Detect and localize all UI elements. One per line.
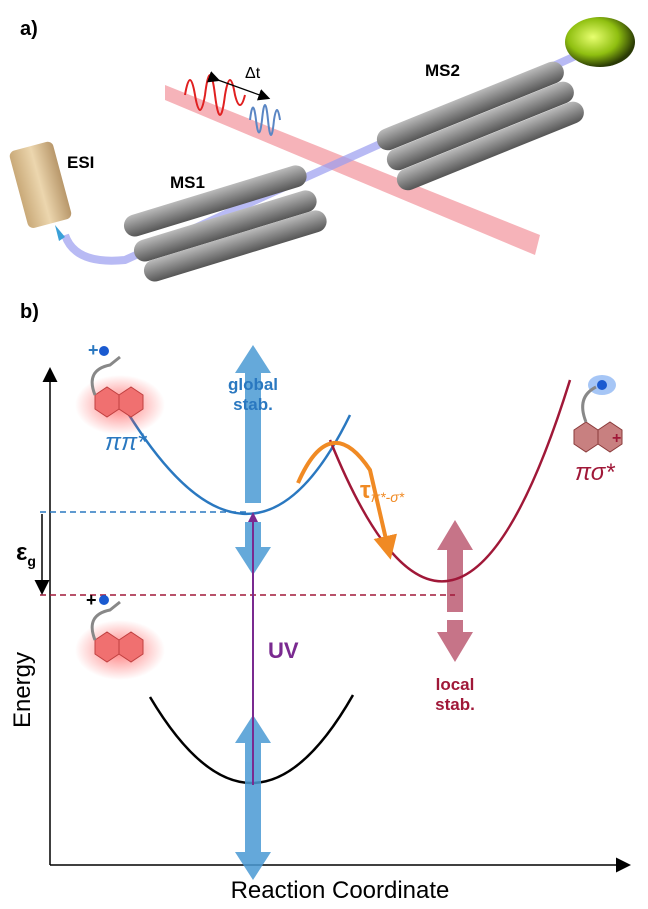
detector	[565, 17, 635, 67]
svg-text:+: +	[86, 590, 97, 610]
y-axis-label: Energy	[9, 652, 36, 728]
pipi-curve	[118, 399, 352, 515]
panel-label: b)	[20, 301, 39, 323]
transfer-arrow	[296, 441, 397, 560]
ion-beam	[61, 41, 602, 265]
uv-label: UV	[268, 638, 299, 663]
ms1-label: MS1	[170, 173, 205, 192]
esi-tip	[55, 225, 65, 241]
pisigma-label: πσ*	[575, 459, 615, 486]
molecule: +	[75, 340, 165, 435]
delay-arrow	[206, 71, 271, 101]
local-stab-arrow	[437, 520, 473, 662]
panel-label: a)	[20, 18, 38, 40]
tau-label: τπ*-σ*	[360, 477, 405, 505]
molecule: +	[75, 590, 165, 680]
ms2-rods	[376, 61, 584, 191]
svg-text:+: +	[612, 430, 621, 447]
ms1-rods	[123, 165, 327, 282]
local-stab-label: local stab.	[435, 675, 475, 714]
gap-label: εg	[16, 539, 36, 569]
probe-pulse	[249, 104, 281, 136]
esi-source	[9, 141, 72, 228]
laser-beam	[165, 85, 540, 255]
ms2-label: MS2	[425, 61, 460, 80]
panel-a: a) Δt MS1 MS2 ESI	[9, 17, 635, 282]
uv-arrowhead	[248, 512, 258, 522]
svg-text:+: +	[88, 340, 99, 360]
global-stab-label: global stab.	[228, 375, 278, 414]
panel-b: b) Energy Reaction Coordinate εg UV τπ*-…	[9, 301, 631, 904]
molecule: +	[573, 375, 623, 453]
esi-label: ESI	[67, 153, 94, 172]
x-axis-label: Reaction Coordinate	[231, 877, 450, 904]
delay-label: Δt	[245, 65, 261, 82]
